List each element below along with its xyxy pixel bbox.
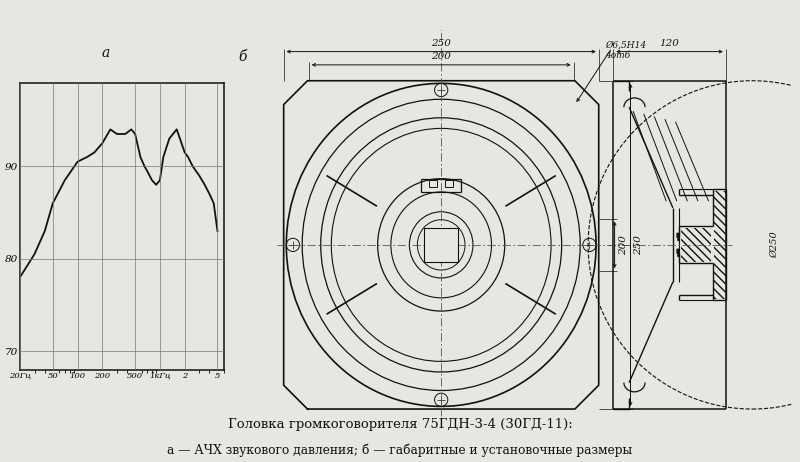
Text: а: а bbox=[102, 46, 110, 60]
Bar bbox=[681, 228, 711, 262]
Text: Головка громкоговорителя 75ГДН-3-4 (30ГД-11):: Головка громкоговорителя 75ГДН-3-4 (30ГД… bbox=[228, 418, 572, 431]
Text: 120: 120 bbox=[660, 39, 679, 48]
Text: 200: 200 bbox=[431, 52, 451, 61]
Text: 250: 250 bbox=[431, 39, 451, 48]
Bar bbox=[424, 228, 458, 262]
Text: б: б bbox=[238, 50, 247, 64]
Text: 250: 250 bbox=[634, 235, 643, 255]
Text: Ø6,5H14
4отб: Ø6,5H14 4отб bbox=[606, 41, 646, 61]
Text: 200: 200 bbox=[618, 235, 627, 255]
Bar bbox=[714, 191, 726, 299]
Text: Ø250: Ø250 bbox=[770, 231, 779, 258]
Text: а — АЧХ звукового давления; б — габаритные и установочные размеры: а — АЧХ звукового давления; б — габаритн… bbox=[167, 444, 633, 457]
